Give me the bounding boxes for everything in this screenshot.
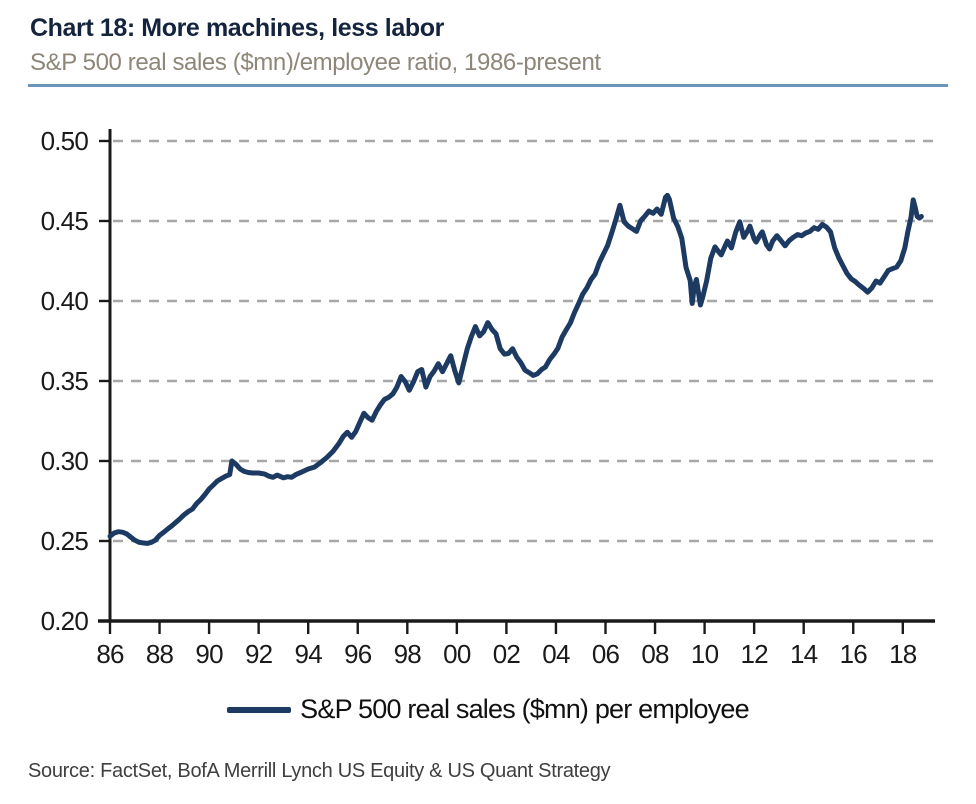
line-chart-plot: 0.20 0.25 0.30 0.35 0.40 0.45 0.50 86 88 90 92 94 96… (41, 126, 935, 669)
x-tick-label: 92 (245, 639, 273, 669)
x-tick-label: 14 (790, 639, 818, 669)
x-tick-label: 88 (146, 639, 174, 669)
x-tick-label: 98 (394, 639, 422, 669)
x-tick-label: 94 (295, 639, 323, 669)
chart-subtitle: S&P 500 real sales ($mn)/employee ratio,… (30, 49, 601, 76)
x-tick-label: 12 (740, 639, 768, 669)
x-tick-label: 04 (542, 639, 570, 669)
title-underline-rule (28, 84, 948, 87)
y-tick-label: 0.50 (41, 126, 89, 156)
chart-title: Chart 18: More machines, less labor (30, 14, 444, 42)
x-tick-label: 96 (344, 639, 372, 669)
x-tick-label: 08 (641, 639, 669, 669)
x-tick-label: 18 (889, 639, 917, 669)
series-line-sales-per-employee (107, 192, 924, 546)
source-attribution: Source: FactSet, BofA Merrill Lynch US E… (28, 760, 611, 782)
x-tick-label: 06 (592, 639, 620, 669)
y-tick-label: 0.45 (41, 206, 89, 236)
legend: S&P 500 real sales ($mn) per employee (0, 694, 976, 725)
y-tick-label: 0.30 (41, 446, 89, 476)
x-tick-label: 86 (96, 639, 124, 669)
y-tick-label: 0.40 (41, 286, 89, 316)
y-tick-label: 0.25 (41, 526, 89, 556)
legend-label: S&P 500 real sales ($mn) per employee (300, 694, 749, 724)
x-tick-label: 90 (195, 639, 223, 669)
y-tick-label: 0.20 (41, 606, 89, 636)
x-tick-label: 02 (493, 639, 521, 669)
y-tick-label: 0.35 (41, 366, 89, 396)
x-tick-label: 16 (840, 639, 868, 669)
legend-line-swatch (227, 706, 292, 713)
x-tick-label: 10 (691, 639, 719, 669)
x-tick-label: 00 (443, 639, 471, 669)
